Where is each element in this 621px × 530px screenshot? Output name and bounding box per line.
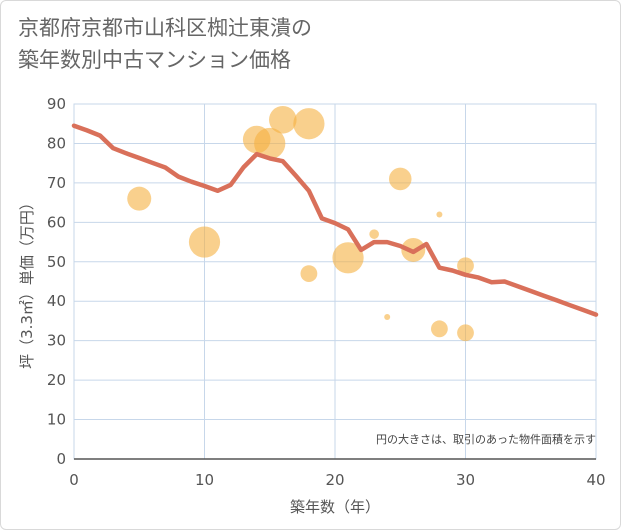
axes: 0 10 20 30 40 50 60 70 80 90 0 10 20 30 40 [47, 95, 606, 489]
bubble-series [127, 105, 474, 342]
grid-lines [73, 103, 597, 460]
x-tick-label: 40 [586, 471, 605, 489]
trend-series [71, 123, 599, 317]
y-tick-label: 20 [47, 371, 66, 389]
y-tick-label: 60 [47, 213, 66, 231]
x-tick-label: 10 [195, 471, 214, 489]
bubble-point [436, 211, 443, 218]
bubble-point [188, 226, 221, 258]
y-axis-label: 坪（3.3㎡）単価（万円） [18, 195, 36, 369]
x-tick-label: 20 [325, 471, 344, 489]
x-tick-label: 30 [456, 471, 475, 489]
bubble-point [431, 320, 448, 338]
y-tick-label: 80 [47, 134, 66, 152]
bubble-point [384, 314, 391, 320]
bubble-point [300, 265, 318, 283]
y-tick-label: 50 [47, 253, 66, 271]
y-tick-label: 70 [47, 174, 66, 192]
y-tick-label: 30 [47, 332, 66, 350]
bubble-point [332, 242, 364, 274]
size-legend-note: 円の大きさは、取引のあった物件面積を示す [376, 432, 596, 446]
y-tick-label: 90 [47, 95, 66, 113]
x-axis-label: 築年数（年） [290, 498, 380, 516]
bubble-point [369, 229, 379, 239]
bubble-point [457, 257, 474, 275]
y-tick-label: 0 [56, 450, 66, 468]
bubble-point [127, 186, 152, 211]
x-tick-label: 0 [69, 471, 79, 489]
bubble-point [269, 105, 297, 134]
y-tick-label: 40 [47, 292, 66, 310]
trend-line [71, 123, 599, 317]
bubble-point [254, 127, 286, 160]
bubble-point [457, 324, 474, 342]
chart-title: 京都府京都市山科区椥辻東潰の 築年数別中古マンション価格 [18, 16, 312, 72]
y-tick-label: 10 [47, 411, 66, 429]
bubble-point [293, 108, 325, 140]
bubble-point [388, 167, 412, 191]
